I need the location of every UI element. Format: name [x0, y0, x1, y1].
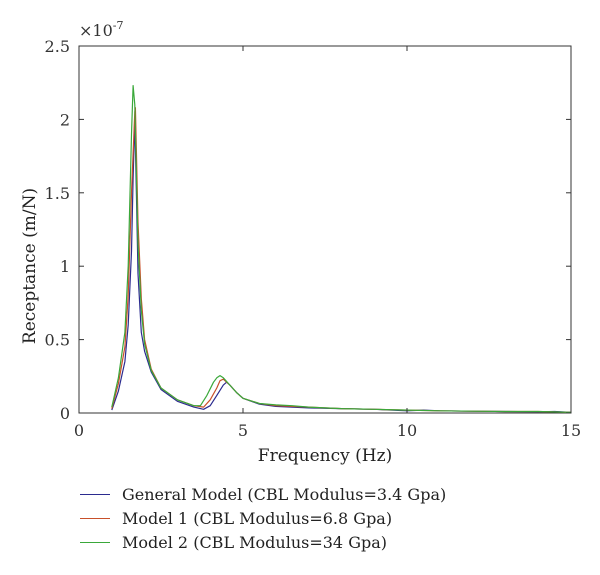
- series-line-general-model: [111, 118, 572, 413]
- x-tick-label: 0: [74, 421, 84, 440]
- series-line-model-2: [111, 84, 572, 413]
- y-tick-label: 2: [60, 110, 70, 129]
- legend-swatch-model-2: [80, 542, 110, 543]
- receptance-chart: 0 5 10 15 0 0.5 1 1.5 2 2.5 ×10-7 Frequency (Hz)…: [20, 19, 581, 466]
- x-tick-label: 10: [397, 421, 417, 440]
- legend-swatch-model-1: [80, 518, 110, 519]
- legend-label-general-model: General Model (CBL Modulus=3.4 Gpa): [122, 485, 447, 504]
- legend-item-general-model: General Model (CBL Modulus=3.4 Gpa): [80, 483, 446, 507]
- legend-label-model-1: Model 1 (CBL Modulus=6.8 Gpa): [122, 509, 393, 528]
- y-tick-label: 0: [60, 404, 70, 423]
- y-tick-label: 1: [60, 257, 70, 276]
- y-multiplier-exponent: -7: [113, 19, 124, 32]
- y-axis-label: Receptance (m/N): [20, 188, 40, 344]
- y-axis-multiplier: ×10-7: [79, 19, 123, 40]
- plot-area-border: [78, 45, 572, 414]
- x-tick-label: 15: [561, 421, 581, 440]
- legend-item-model-2: Model 2 (CBL Modulus=34 Gpa): [80, 531, 446, 555]
- y-tick-label: 1.5: [45, 184, 70, 203]
- plot-frame: [78, 45, 572, 414]
- series-line-model-1: [111, 107, 572, 413]
- x-tick-label: 5: [238, 421, 248, 440]
- y-axis-ticks: 0 0.5 1 1.5 2 2.5: [45, 37, 571, 423]
- legend-label-model-2: Model 2 (CBL Modulus=34 Gpa): [122, 533, 387, 552]
- x-axis-label: Frequency (Hz): [258, 446, 392, 466]
- y-multiplier-base: ×10: [79, 21, 113, 40]
- y-tick-label: 2.5: [45, 37, 70, 56]
- x-axis-ticks: 0 5 10 15: [74, 46, 581, 440]
- legend-item-model-1: Model 1 (CBL Modulus=6.8 Gpa): [80, 507, 446, 531]
- y-tick-label: 0.5: [45, 331, 70, 350]
- series-layer: [111, 84, 572, 413]
- legend: General Model (CBL Modulus=3.4 Gpa) Mode…: [80, 483, 446, 555]
- legend-swatch-general-model: [80, 494, 110, 495]
